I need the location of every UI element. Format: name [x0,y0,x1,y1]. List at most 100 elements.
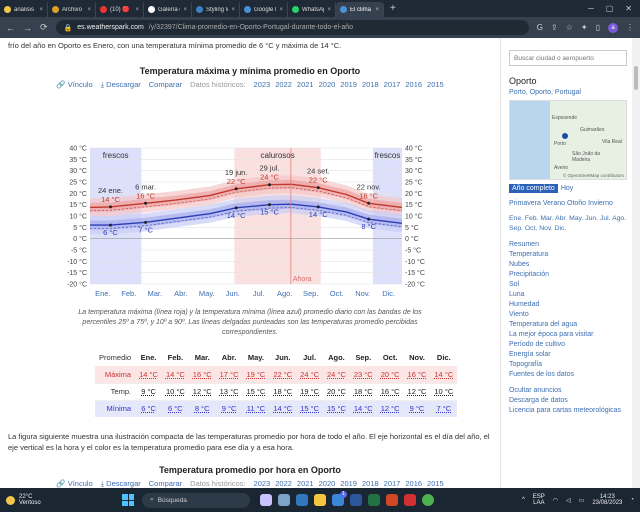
widgets-icon[interactable] [260,494,272,506]
table-cell-value[interactable]: 16 °C [192,369,212,379]
sidebar-location[interactable]: Porto, Oporto, Portugal [509,89,581,96]
month-link[interactable]: May. [569,215,584,222]
season-link[interactable]: Primavera [509,200,541,207]
table-cell-value[interactable]: 12 °C [407,387,427,396]
month-link[interactable]: Oct. [524,225,538,232]
tab-close-icon[interactable]: × [375,6,379,13]
tab-close-icon[interactable]: × [231,6,235,13]
red-app-icon[interactable] [404,494,416,506]
table-cell-value[interactable]: 6 °C [141,404,156,414]
month-link[interactable]: Abr. [555,215,568,222]
season-link[interactable]: Otoño [567,200,587,207]
year-link-2021[interactable]: 2021 [296,80,314,89]
bookmark-star-icon[interactable]: ☆ [565,23,573,32]
table-cell-value[interactable]: 9 °C [221,404,237,414]
year-link-2020[interactable]: 2020 [318,479,336,488]
table-cell-value[interactable]: 13 °C [219,387,239,396]
tab-close-icon[interactable]: × [183,6,187,13]
windows-start-icon[interactable] [122,494,134,506]
download-button[interactable]: ⤓ Descargar [100,80,141,89]
month-link[interactable]: Ene. [509,215,523,222]
table-cell-value[interactable]: 6 °C [168,404,183,414]
page-scrollbar[interactable] [632,38,640,488]
year-link-2022[interactable]: 2022 [275,479,292,488]
reload-icon[interactable]: ⟳ [40,22,48,32]
close-window-icon[interactable]: ✕ [625,4,632,13]
section-link[interactable]: Período de cultivo [509,341,566,348]
tab-close-icon[interactable]: × [279,6,283,13]
volume-icon[interactable]: ◁ [566,497,571,504]
download-button-2[interactable]: ⤓ Descargar [100,479,141,488]
year-link-2023[interactable]: 2023 [253,80,271,89]
file-explorer-icon[interactable] [314,494,326,506]
section-link[interactable]: Temperatura [509,251,549,258]
mail-icon[interactable]: 1 [332,491,347,506]
edge-icon[interactable] [296,494,308,506]
compare-button[interactable]: Comparar [148,80,183,89]
weather-widget[interactable]: 22°C Ventoso [0,494,110,506]
table-cell-value[interactable]: 11 °C [246,404,266,414]
year-link-2020[interactable]: 2020 [318,80,336,89]
browser-tab-3[interactable]: Galería de× [144,2,192,17]
word-icon[interactable] [350,494,362,506]
section-link[interactable]: Luna [509,291,525,298]
table-cell-value[interactable]: 14 °C [139,369,158,379]
month-link[interactable]: Dic. [554,225,567,232]
scrollbar-thumb[interactable] [634,66,638,90]
link-button-2[interactable]: 🔗 Vínculo [56,479,93,488]
tray-chevron-icon[interactable]: ^ [521,497,525,503]
month-link[interactable]: Feb. [524,215,539,222]
powerpoint-icon[interactable] [386,494,398,506]
table-cell-value[interactable]: 16 °C [380,387,400,396]
forward-icon[interactable]: → [23,22,32,33]
year-link-2017[interactable]: 2017 [383,80,401,89]
season-link[interactable]: Verano [542,200,566,207]
table-cell-value[interactable]: 12 °C [192,387,212,396]
table-cell-value[interactable]: 8 °C [194,404,210,414]
menu-icon[interactable]: ⋮ [626,23,634,32]
table-cell-value[interactable]: 14 °C [165,369,185,379]
section-link[interactable]: Fuentes de los datos [509,371,574,378]
city-search-input[interactable] [509,50,627,66]
browser-tab-0[interactable]: analisis - 5º× [0,2,48,17]
tab-close-icon[interactable]: × [135,6,139,13]
month-link[interactable]: Jul. [599,215,611,222]
full-year-chip[interactable]: Año completo [509,184,558,193]
location-map[interactable]: Esposende Guimarães Vila Real Porto São … [509,100,627,180]
section-link[interactable]: La mejor época para visitar [509,331,594,338]
sidepanel-icon[interactable]: ▯ [595,23,600,32]
year-link-2019[interactable]: 2019 [340,80,357,89]
url-field[interactable]: 🔒 es.weatherspark.com/y/32397/Clima-prom… [55,20,529,35]
season-link[interactable]: Invierno [588,200,613,207]
table-cell-value[interactable]: 18 °C [353,387,373,396]
table-cell-value[interactable]: 14 °C [353,404,373,414]
share-icon[interactable]: ⇪ [551,23,558,32]
table-cell-value[interactable]: 10 °C [165,387,185,396]
tab-close-icon[interactable]: × [87,6,91,13]
section-link[interactable]: Energía solar [509,351,551,358]
clock[interactable]: 14:23 23/08/2023 [592,494,623,506]
browser-tab-5[interactable]: Google Ear× [240,2,288,17]
year-link-2018[interactable]: 2018 [361,80,379,89]
section-link[interactable]: Viento [509,311,529,318]
month-link[interactable]: Nov. [539,225,553,232]
section-link[interactable]: Topografía [509,361,543,368]
year-link-2017[interactable]: 2017 [383,479,401,488]
bottom-link[interactable]: Descarga de datos [509,397,568,404]
bottom-link[interactable]: Ocultar anuncios [509,387,562,394]
table-cell-value[interactable]: 20 °C [380,369,400,379]
new-tab-button[interactable]: + [390,3,396,14]
year-link-2016[interactable]: 2016 [405,479,423,488]
language-indicator[interactable]: ESP LAA [532,494,545,506]
table-cell-value[interactable]: 18 °C [273,387,293,396]
table-cell-value[interactable]: 15 °C [246,387,266,396]
chrome-icon[interactable] [422,494,434,506]
browser-tab-4[interactable]: Styling Wi× [192,2,240,17]
profile-avatar[interactable]: a [608,22,618,33]
section-link[interactable]: Precipitación [509,271,550,278]
maximize-icon[interactable]: ▢ [605,4,614,13]
section-link[interactable]: Nubes [509,261,530,268]
table-cell-value[interactable]: 24 °C [327,369,346,379]
table-cell-value[interactable]: 23 °C [353,369,373,379]
year-link-2021[interactable]: 2021 [296,479,314,488]
